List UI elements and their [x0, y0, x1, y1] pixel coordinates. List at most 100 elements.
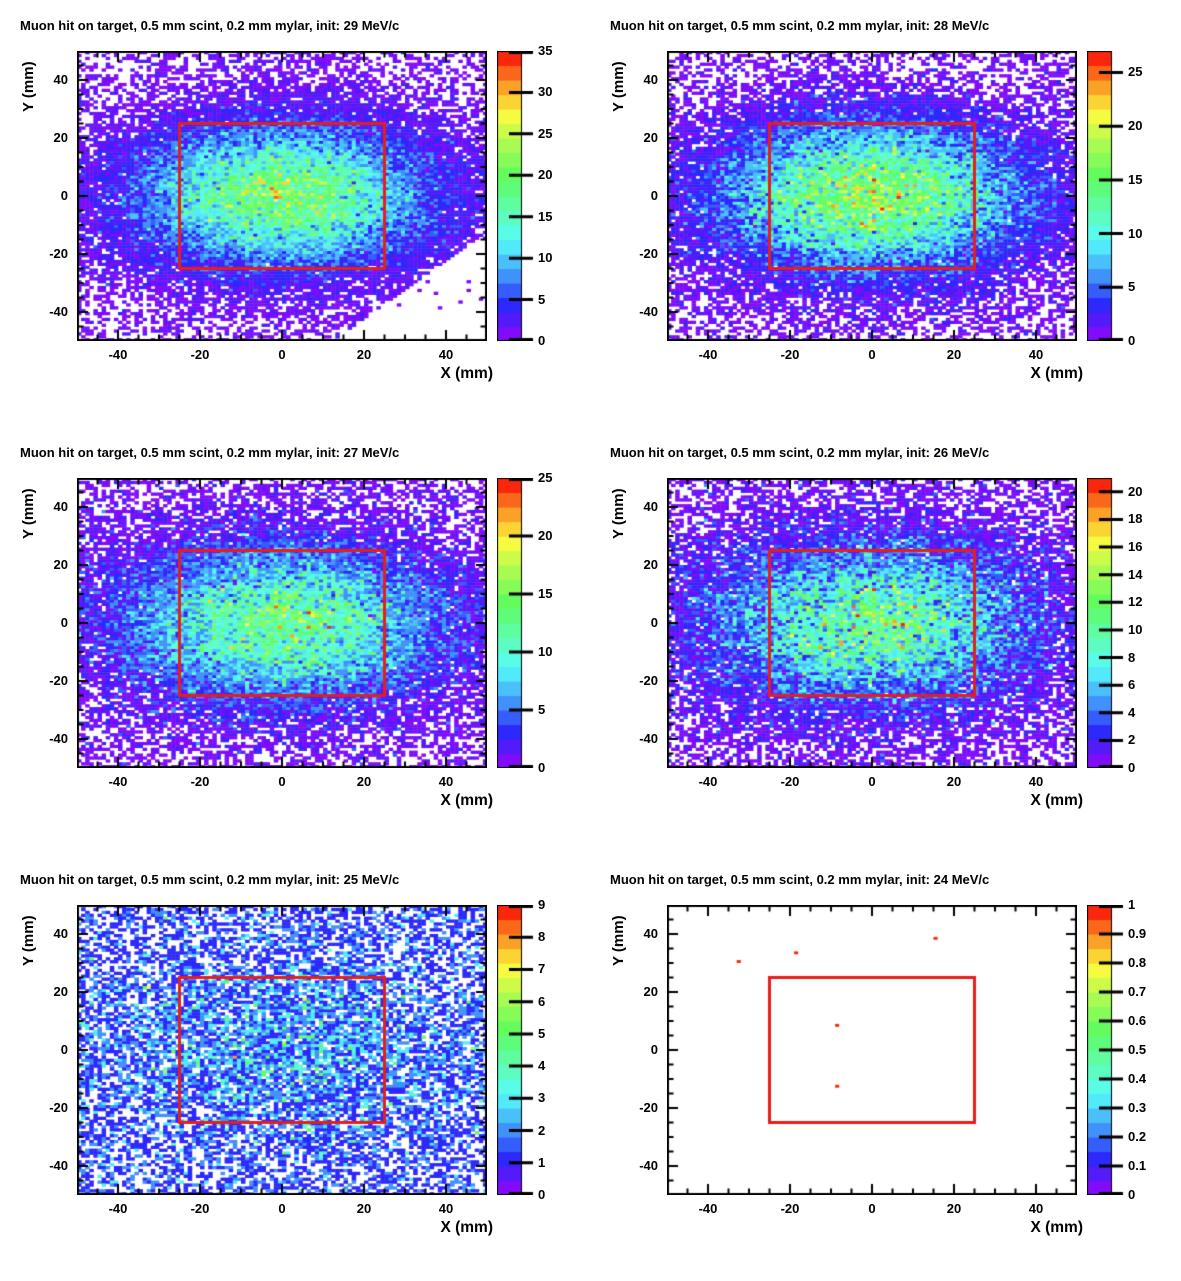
ctick-label: 0 — [1128, 333, 1136, 348]
ytick-label: 0 — [650, 615, 658, 630]
ctick-label: 25 — [538, 125, 553, 141]
ytick-label: 40 — [643, 72, 658, 87]
ytick-label: -20 — [639, 246, 658, 261]
ctick-label: 25 — [538, 470, 553, 485]
panel-init-24mevc: Muon hit on target, 0.5 mm scint, 0.2 mm… — [590, 854, 1181, 1281]
xtick-label: 20 — [946, 774, 962, 789]
ctick-label: 0.4 — [1128, 1071, 1147, 1086]
xtick-label: -20 — [190, 1201, 210, 1216]
ytick-label: 20 — [643, 984, 658, 999]
ctick-label: 5 — [538, 291, 546, 307]
colorbar — [497, 905, 542, 1195]
x-axis-label: X (mm) — [440, 792, 493, 809]
ctick-label: 0.1 — [1128, 1158, 1147, 1173]
xtick-label: -40 — [698, 347, 718, 362]
xtick-label: -40 — [108, 774, 128, 789]
ytick-label: -40 — [49, 1158, 68, 1173]
xtick-label: 20 — [946, 1201, 962, 1216]
ctick-label: 2 — [538, 1122, 546, 1138]
ytick-label: -40 — [639, 731, 658, 746]
ctick-label: 15 — [538, 208, 553, 224]
ctick-label: 30 — [538, 84, 553, 100]
ctick-label: 0 — [538, 333, 546, 348]
ctick-label: 8 — [1128, 649, 1136, 665]
ytick-label: -40 — [639, 1158, 658, 1173]
ytick-label: -20 — [49, 673, 68, 688]
ytick-label: 20 — [53, 557, 68, 572]
ytick-label: 40 — [53, 72, 68, 87]
colorbar — [1087, 478, 1132, 768]
ctick-label: 35 — [538, 43, 553, 58]
xtick-label: 20 — [356, 774, 372, 789]
ctick-label: 10 — [538, 250, 553, 266]
ctick-label: 0.3 — [1128, 1100, 1147, 1115]
ctick-label: 0 — [1128, 760, 1136, 775]
ctick-label: 20 — [538, 167, 553, 183]
ytick-label: 40 — [643, 499, 658, 514]
panel-title: Muon hit on target, 0.5 mm scint, 0.2 mm… — [20, 18, 400, 33]
ctick-label: 18 — [1128, 511, 1143, 527]
ctick-label: 4 — [1128, 704, 1136, 720]
panel-init-26mevc: Muon hit on target, 0.5 mm scint, 0.2 mm… — [590, 427, 1181, 854]
ctick-label: 16 — [1128, 539, 1143, 555]
ctick-label: 5 — [538, 1025, 546, 1041]
ctick-label: 1 — [1128, 897, 1136, 912]
ctick-label: 15 — [538, 586, 553, 601]
panel-title: Muon hit on target, 0.5 mm scint, 0.2 mm… — [610, 18, 990, 33]
xtick-label: -40 — [108, 1201, 128, 1216]
panel-title: Muon hit on target, 0.5 mm scint, 0.2 mm… — [610, 872, 990, 887]
xtick-label: 40 — [1028, 774, 1044, 789]
xtick-label: 20 — [946, 347, 962, 362]
ctick-label: 10 — [1128, 621, 1143, 637]
ytick-label: 40 — [53, 499, 68, 514]
xtick-label: -20 — [780, 1201, 800, 1216]
ytick-label: 0 — [60, 188, 68, 203]
ctick-label: 25 — [1128, 64, 1143, 80]
heatmap-plot — [667, 51, 1077, 341]
ctick-label: 15 — [1128, 171, 1143, 187]
ctick-label: 0.8 — [1128, 955, 1147, 970]
ctick-label: 3 — [538, 1090, 546, 1106]
colorbar — [497, 51, 542, 341]
xtick-label: -20 — [190, 347, 210, 362]
ytick-label: 40 — [643, 926, 658, 941]
ctick-label: 5 — [538, 702, 546, 717]
ytick-label: 20 — [53, 130, 68, 145]
ytick-label: -40 — [639, 304, 658, 319]
colorbar — [497, 478, 542, 768]
colorbar — [1087, 51, 1132, 341]
ctick-label: 20 — [538, 528, 553, 543]
ytick-label: 0 — [650, 1042, 658, 1057]
xtick-label: -40 — [698, 1201, 718, 1216]
ctick-label: 0.6 — [1128, 1013, 1147, 1028]
ctick-label: 2 — [1128, 732, 1136, 748]
xtick-label: 40 — [438, 1201, 454, 1216]
ytick-label: 20 — [643, 557, 658, 572]
panel-title: Muon hit on target, 0.5 mm scint, 0.2 mm… — [20, 872, 400, 887]
heatmap-plot — [77, 478, 487, 768]
ctick-label: 7 — [538, 961, 546, 977]
ctick-label: 10 — [1128, 225, 1143, 241]
ctick-label: 20 — [1128, 483, 1143, 499]
xtick-label: 20 — [356, 347, 372, 362]
ctick-label: 6 — [538, 993, 546, 1009]
xtick-label: 0 — [278, 347, 286, 362]
ctick-label: 0 — [538, 1187, 546, 1202]
ctick-label: 5 — [1128, 279, 1136, 295]
ctick-label: 4 — [538, 1058, 546, 1074]
colorbar — [1087, 905, 1132, 1195]
ctick-label: 0 — [538, 760, 546, 775]
xtick-label: 40 — [1028, 1201, 1044, 1216]
ytick-label: -40 — [49, 731, 68, 746]
xtick-label: 0 — [278, 774, 286, 789]
xtick-label: 0 — [278, 1201, 286, 1216]
ctick-label: 14 — [1128, 566, 1143, 582]
ytick-label: -40 — [49, 304, 68, 319]
xtick-label: -20 — [780, 774, 800, 789]
xtick-label: 0 — [868, 774, 876, 789]
heatmap-plot — [667, 478, 1077, 768]
xtick-label: 40 — [438, 347, 454, 362]
ytick-label: 40 — [53, 926, 68, 941]
x-axis-label: X (mm) — [1030, 365, 1083, 382]
